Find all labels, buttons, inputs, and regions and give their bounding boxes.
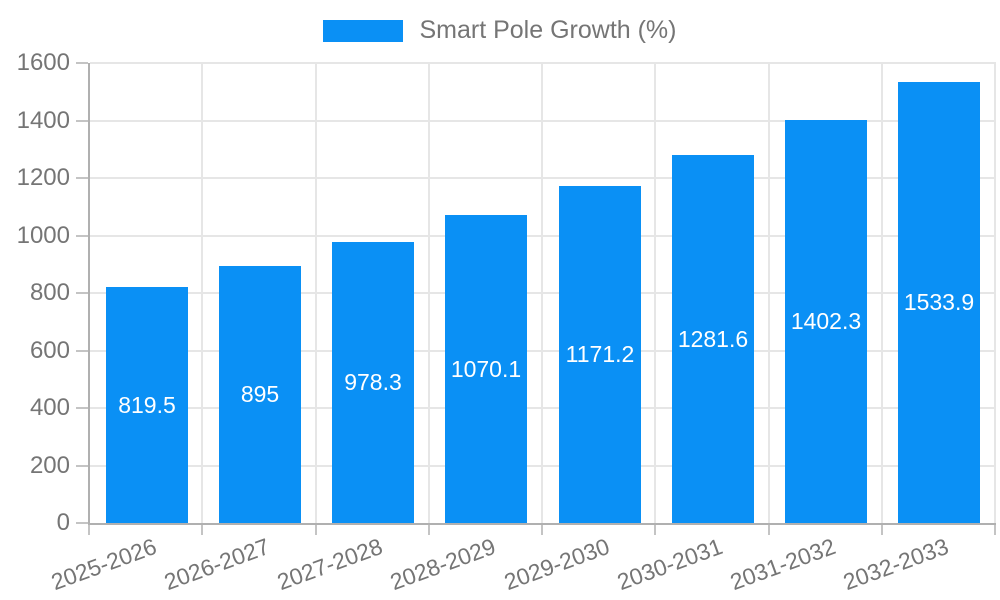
gridline-vertical [768, 63, 770, 523]
gridline-horizontal [90, 177, 996, 179]
bar-2027-2028[interactable]: 978.3 [332, 242, 414, 523]
gridline-vertical [315, 63, 317, 523]
y-axis-tick [76, 292, 88, 294]
y-axis-tick-label: 1600 [16, 49, 70, 76]
y-axis-tick [76, 119, 88, 122]
gridline-horizontal [90, 62, 996, 64]
bar-value-label: 895 [240, 381, 280, 407]
x-axis-category-label: 2030-2031 [613, 533, 726, 596]
bar-2032-2033[interactable]: 1533.9 [898, 82, 980, 523]
bar-2025-2026[interactable]: 819.5 [106, 287, 188, 523]
x-axis-tick [881, 525, 883, 535]
y-axis-tick [76, 522, 88, 524]
x-axis-category-label: 2029-2030 [500, 533, 613, 596]
bar-value-label: 1402.3 [790, 308, 862, 334]
bar-2029-2030[interactable]: 1171.2 [559, 186, 641, 523]
x-axis-category-label: 2032-2033 [840, 533, 953, 596]
gridline-vertical [654, 63, 656, 523]
bar-value-label: 1171.2 [565, 341, 635, 367]
x-axis-tick [768, 525, 770, 535]
bar-value-label: 1281.6 [677, 325, 749, 352]
y-axis-tick [76, 177, 88, 179]
bar-value-label: 1070.1 [450, 355, 522, 382]
y-axis-tick-label: 0 [56, 509, 70, 536]
gridline-vertical [994, 63, 996, 523]
legend[interactable]: Smart Pole Growth (%) [0, 16, 1000, 45]
x-axis-tick [654, 525, 656, 535]
y-axis-tick-label: 1000 [16, 221, 70, 249]
bar-value-label: 978.3 [344, 369, 402, 395]
y-axis-tick-label: 200 [29, 451, 70, 479]
gridline-horizontal [90, 349, 996, 352]
y-axis-tick [76, 62, 88, 64]
gridline-horizontal [90, 292, 996, 294]
y-axis-tick-label: 1200 [16, 164, 70, 191]
x-axis-tick [88, 525, 90, 535]
bar-value-label: 819.5 [118, 391, 176, 418]
legend-label: Smart Pole Growth (%) [419, 16, 677, 44]
y-axis-tick-label: 1400 [16, 106, 70, 134]
x-axis-category-label: 2028-2029 [387, 533, 500, 596]
gridline-vertical [428, 63, 430, 523]
y-axis-tick-label: 800 [29, 279, 70, 306]
bar-2030-2031[interactable]: 1281.6 [672, 155, 754, 523]
x-axis-category-label: 2027-2028 [273, 533, 387, 596]
plot-area: 819.5 895 978.3 1070.1 1171.2 1281.6 1402.3 153… [76, 62, 996, 535]
y-axis-tick [76, 464, 88, 467]
gridline-vertical [201, 63, 203, 523]
x-axis-tick [428, 525, 430, 535]
y-axis-tick [76, 234, 88, 237]
bar-value-label: 1533.9 [903, 289, 975, 315]
gridline-horizontal [90, 119, 996, 122]
x-axis-tick [201, 525, 203, 535]
y-axis-tick [76, 407, 88, 409]
x-axis-tick [315, 525, 317, 535]
gridline-horizontal [90, 464, 996, 467]
legend-swatch [323, 19, 404, 42]
x-axis-category-label: 2025-2026 [47, 533, 160, 596]
gridline-vertical [541, 63, 543, 523]
x-axis-tick [994, 525, 996, 535]
y-axis-tick [76, 349, 88, 352]
gridline-horizontal [90, 407, 996, 409]
y-axis-tick-label: 400 [29, 394, 70, 421]
gridline-horizontal [90, 234, 996, 237]
x-axis-category-label: 2026-2027 [160, 533, 273, 596]
bar-2031-2032[interactable]: 1402.3 [785, 120, 867, 523]
bar-2026-2027[interactable]: 895 [219, 266, 301, 523]
y-axis-tick-label: 600 [29, 336, 70, 364]
x-axis-tick [541, 525, 543, 535]
gridline-vertical [881, 63, 883, 523]
bar-2028-2029[interactable]: 1070.1 [445, 215, 527, 523]
x-axis-category-label: 2031-2032 [726, 533, 840, 596]
